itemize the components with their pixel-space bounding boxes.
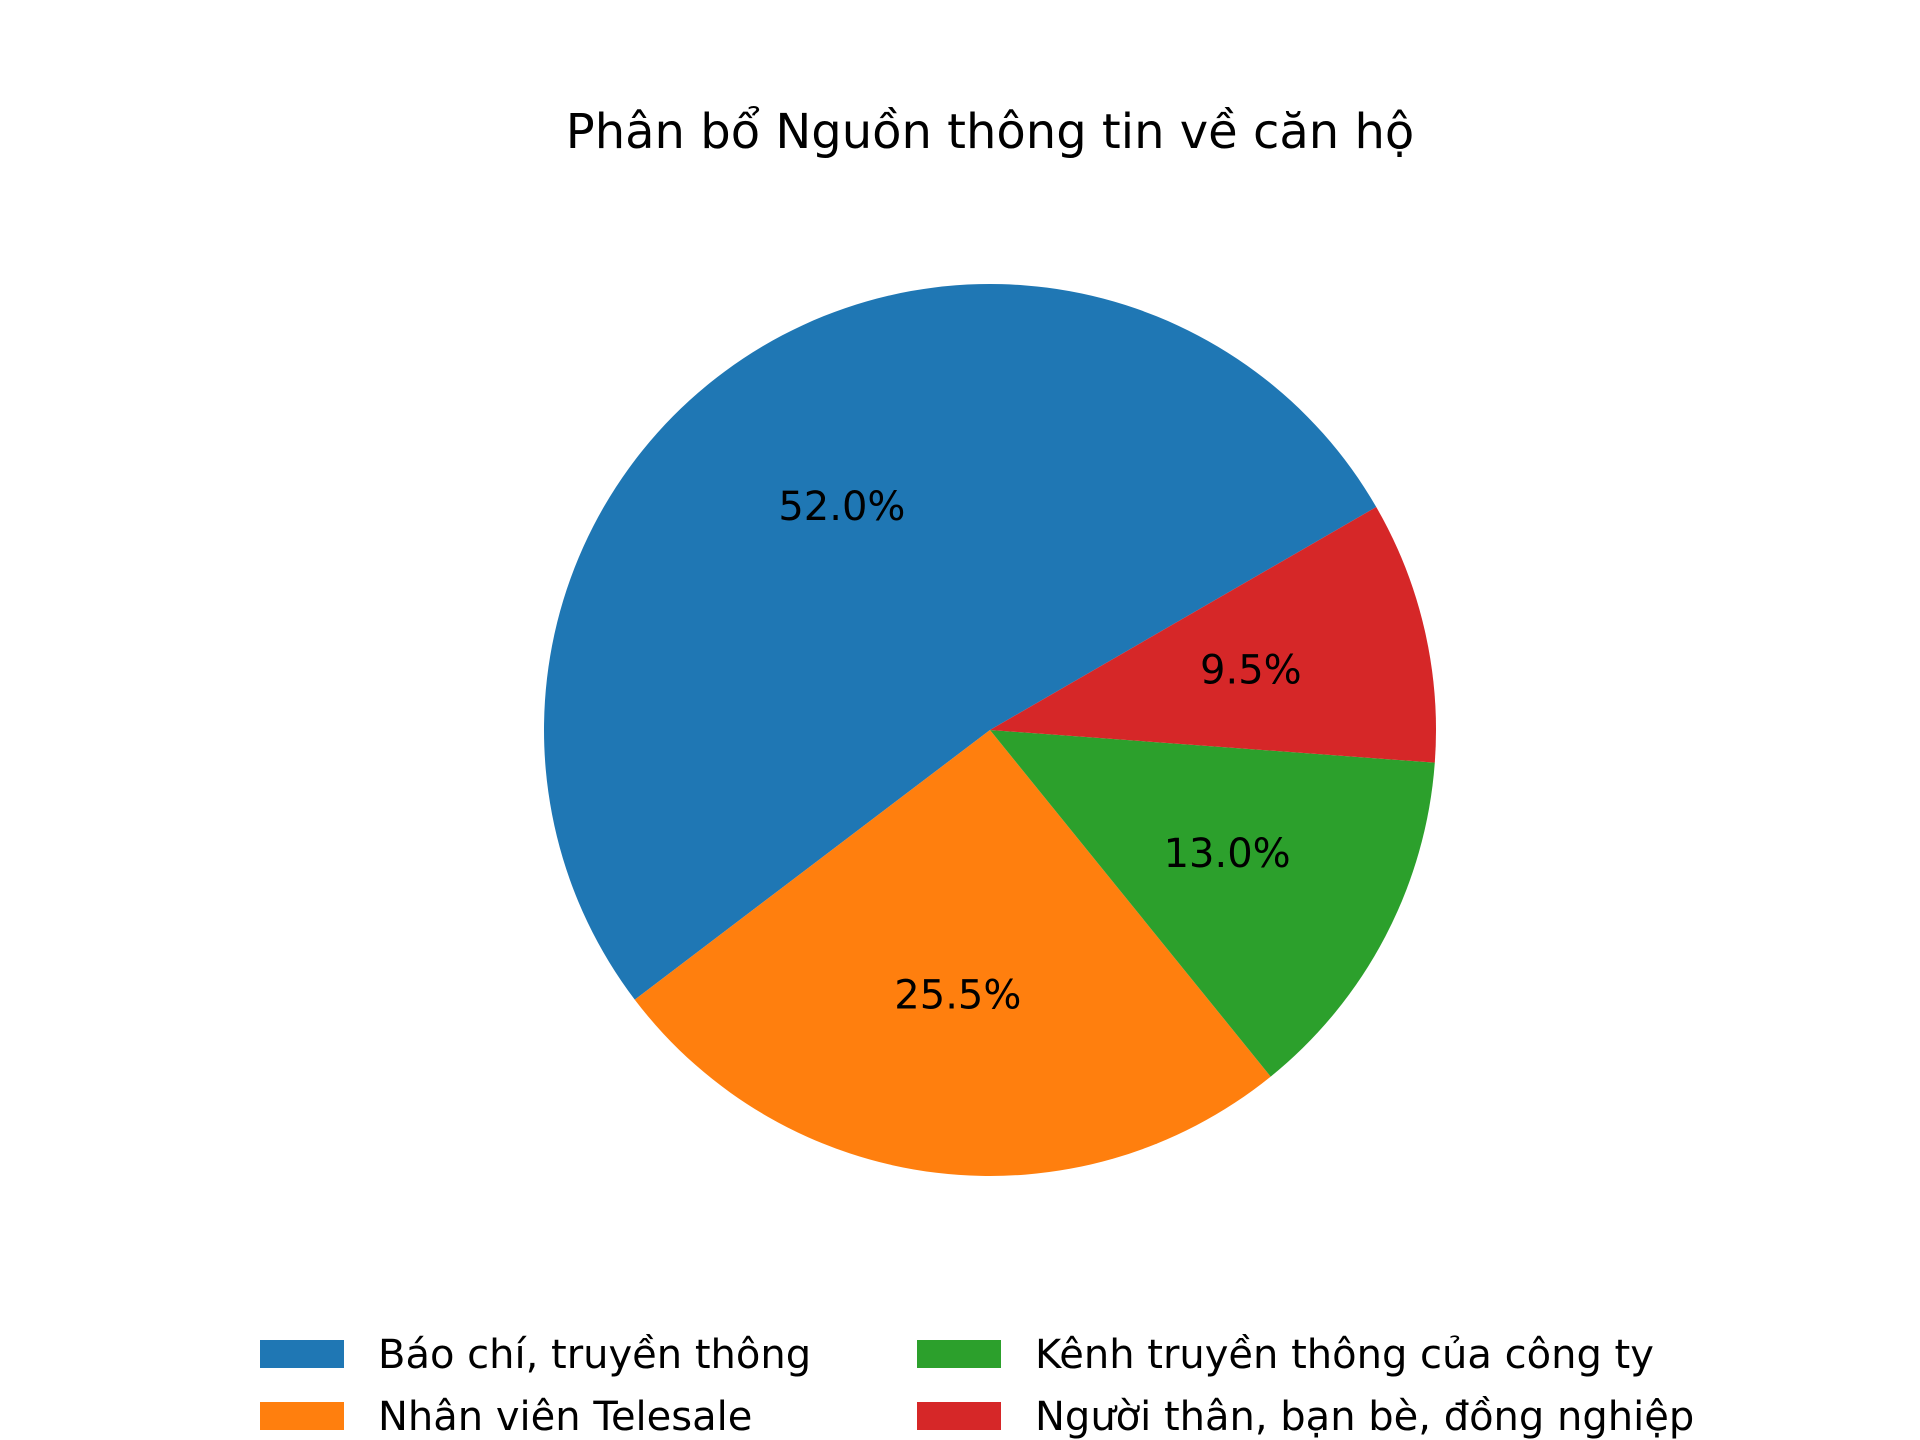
legend-item-bao-chi-truyen-thong: Báo chí, truyền thông [260,1332,811,1378]
pie-slice-bao-chi-truyen-thong [544,284,1377,1000]
legend-label: Người thân, bạn bè, đồng nghiệp [1035,1394,1694,1440]
pie-slice-nguoi-than-ban-be-dong-nghiep [990,507,1436,763]
legend-item-nhan-vien-telesale: Nhân viên Telesale [260,1394,752,1440]
pct-label-nguoi-than-ban-be-dong-nghiep: 9.5% [1200,647,1302,693]
legend-item-kenh-truyen-thong-cua-cong-ty: Kênh truyền thông của công ty [917,1332,1654,1378]
legend-item-nguoi-than-ban-be-dong-nghiep: Người thân, bạn bè, đồng nghiệp [917,1394,1694,1440]
chart-title: Phân bổ Nguồn thông tin về căn hộ [566,104,1414,160]
legend-label: Báo chí, truyền thông [378,1332,811,1378]
pct-label-kenh-truyen-thong-cua-cong-ty: 13.0% [1164,831,1291,877]
legend-swatch [260,1340,344,1368]
pct-label-nhan-vien-telesale: 25.5% [894,973,1021,1019]
legend-label: Kênh truyền thông của công ty [1035,1332,1654,1378]
pie-slices [544,284,1436,1176]
legend-swatch [917,1402,1001,1430]
legend-swatch [260,1402,344,1430]
pct-label-bao-chi-truyen-thong: 52.0% [778,484,905,530]
legend-label: Nhân viên Telesale [378,1394,752,1440]
legend: Báo chí, truyền thông Nhân viên Telesale K… [260,1332,1694,1440]
legend-swatch [917,1340,1001,1368]
pie-slice-kenh-truyen-thong-cua-cong-ty [990,730,1435,1077]
percentage-labels: 52.0% 25.5% 13.0% 9.5% [778,484,1301,1019]
pie-slice-nhan-vien-telesale [634,730,1271,1176]
